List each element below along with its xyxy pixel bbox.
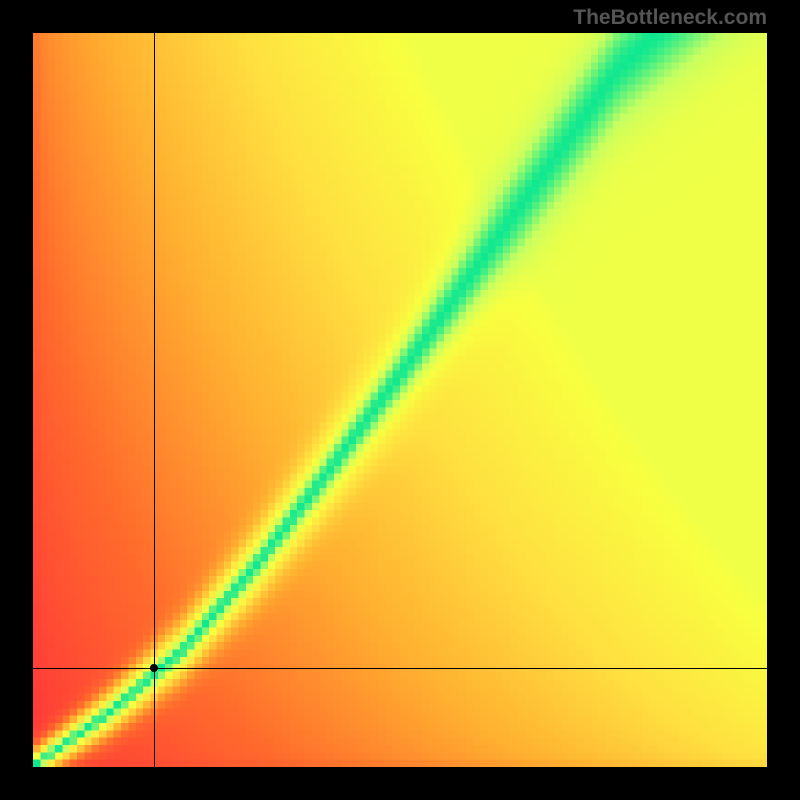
selection-marker — [150, 664, 158, 672]
crosshair-horizontal — [33, 668, 767, 669]
watermark-label: TheBottleneck.com — [573, 6, 767, 30]
crosshair-vertical — [154, 33, 155, 767]
heatmap-canvas — [33, 33, 767, 767]
bottleneck-heatmap — [33, 33, 767, 767]
